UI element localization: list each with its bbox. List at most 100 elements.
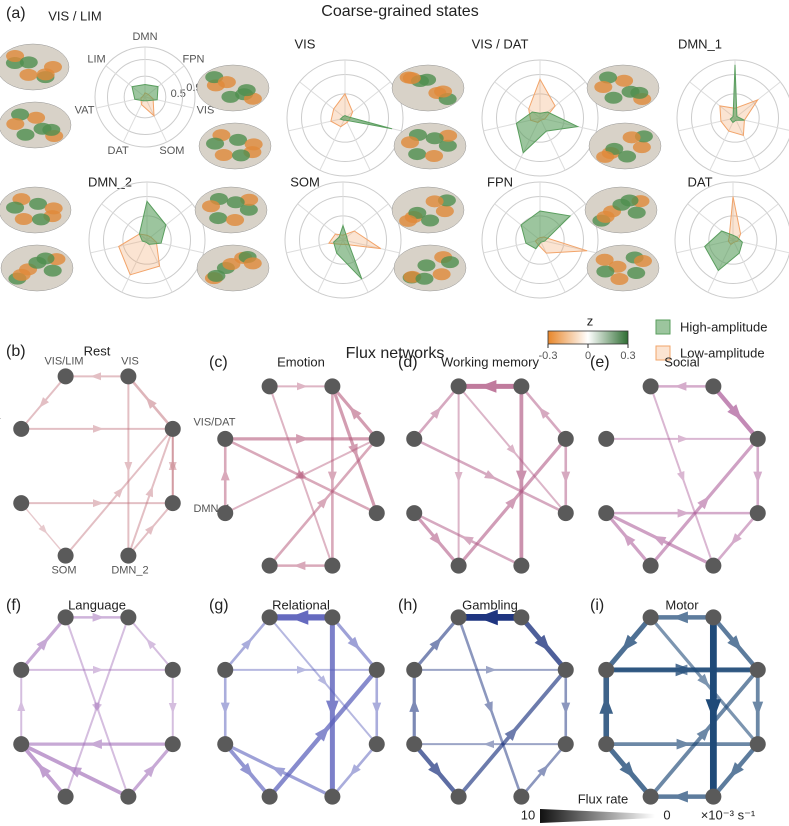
edge-arrow bbox=[677, 471, 685, 483]
state-title: SOM bbox=[290, 174, 320, 189]
brain-region bbox=[596, 150, 615, 163]
edge-arrow bbox=[314, 725, 330, 742]
edge-arrow bbox=[486, 665, 497, 674]
edge-arrow bbox=[316, 496, 328, 509]
axis-label: LIM bbox=[87, 53, 105, 65]
brain-region bbox=[408, 148, 427, 161]
edge-arrow bbox=[652, 535, 667, 546]
edge-arrow bbox=[538, 407, 550, 419]
node bbox=[450, 378, 467, 395]
edge-arrow bbox=[347, 636, 360, 650]
panel-title: Social bbox=[664, 354, 700, 369]
edge-line bbox=[457, 385, 567, 514]
panel-letter: (a) bbox=[6, 5, 26, 22]
node bbox=[164, 661, 181, 678]
edge-arrow bbox=[348, 443, 358, 458]
brain-region bbox=[243, 257, 262, 270]
edge-line bbox=[20, 502, 67, 557]
panel-letter: (f) bbox=[6, 597, 21, 614]
flux-edge bbox=[124, 376, 133, 556]
brain-region bbox=[596, 210, 615, 223]
brain-region bbox=[595, 253, 614, 266]
flux-edge bbox=[649, 668, 760, 798]
state-title: FPN bbox=[487, 174, 513, 189]
brain-region bbox=[19, 56, 38, 69]
flux-edge bbox=[561, 669, 571, 745]
flux-edge bbox=[606, 508, 758, 518]
flux-edge bbox=[606, 434, 758, 443]
node bbox=[217, 661, 234, 678]
edge-arrow bbox=[676, 738, 691, 750]
flux-edge bbox=[20, 616, 67, 671]
flux-edge bbox=[21, 424, 173, 433]
flux-edge bbox=[268, 438, 378, 567]
brain-region bbox=[217, 76, 236, 89]
flux-edge bbox=[331, 743, 378, 798]
panel-title: Working memory bbox=[441, 354, 540, 369]
edge-arrow bbox=[124, 462, 133, 473]
node bbox=[261, 557, 278, 574]
node bbox=[598, 430, 615, 447]
edge-arrow bbox=[621, 634, 638, 652]
node bbox=[13, 736, 30, 753]
tick-label: 0 bbox=[585, 350, 591, 362]
brain-region bbox=[222, 258, 241, 271]
flux-edge bbox=[412, 742, 461, 799]
flux-edge bbox=[224, 437, 378, 515]
edge-arrow bbox=[677, 508, 690, 518]
edge-arrow bbox=[113, 487, 124, 498]
state-title: VIS bbox=[295, 36, 316, 51]
flux-edge bbox=[64, 617, 130, 797]
node bbox=[749, 430, 766, 447]
flux-colorbar bbox=[540, 809, 655, 823]
brain-region bbox=[28, 256, 47, 269]
node bbox=[705, 378, 722, 395]
edge-arrow bbox=[673, 664, 688, 676]
edge-line bbox=[64, 617, 130, 797]
edge-arrow bbox=[93, 424, 104, 433]
brain-region bbox=[434, 85, 453, 98]
node bbox=[598, 505, 615, 522]
flux-edge bbox=[606, 664, 758, 676]
flux-edge bbox=[458, 380, 522, 393]
axis-label: VIS bbox=[197, 104, 215, 116]
edge-arrow bbox=[93, 665, 104, 674]
radar-spoke bbox=[299, 81, 346, 119]
node bbox=[513, 557, 530, 574]
flux-edge bbox=[711, 742, 760, 799]
brain-region bbox=[239, 203, 258, 216]
radar-spoke bbox=[344, 117, 371, 171]
brain-region bbox=[633, 254, 652, 267]
node bbox=[705, 557, 722, 574]
node bbox=[368, 430, 385, 447]
edge-arrow bbox=[727, 404, 742, 421]
flux-edge bbox=[599, 669, 614, 745]
flux-edge bbox=[516, 386, 527, 566]
flux-edge bbox=[326, 617, 339, 797]
edge-arrow bbox=[38, 524, 48, 534]
flux-edge bbox=[457, 437, 567, 567]
node bbox=[513, 378, 530, 395]
flux-edge bbox=[606, 738, 758, 750]
flux-edge bbox=[711, 615, 760, 672]
edge-arrow bbox=[678, 434, 689, 443]
flux-edge bbox=[413, 511, 522, 567]
flux-edge bbox=[409, 669, 420, 745]
brain-region bbox=[425, 150, 444, 163]
edge-arrow bbox=[88, 739, 102, 749]
node bbox=[261, 378, 278, 395]
brain-region bbox=[209, 212, 228, 225]
edge-arrow bbox=[479, 380, 497, 393]
flux-edge bbox=[457, 385, 567, 514]
edge-arrow bbox=[672, 611, 688, 624]
flux-edge bbox=[520, 743, 567, 798]
edge-arrow bbox=[516, 470, 527, 485]
edge-arrow bbox=[90, 372, 101, 381]
edge-arrow bbox=[271, 766, 286, 777]
node-label: VIS/DAT bbox=[193, 417, 235, 429]
flux-edge bbox=[520, 385, 567, 440]
radar-area bbox=[138, 200, 167, 245]
edge-line bbox=[127, 428, 174, 556]
brain-region bbox=[42, 123, 61, 136]
